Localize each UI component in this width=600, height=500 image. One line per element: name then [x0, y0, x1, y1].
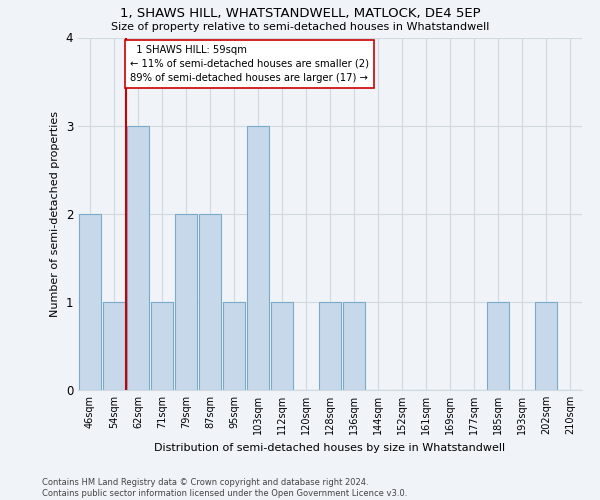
Bar	[487, 302, 509, 390]
Bar	[151, 302, 173, 390]
Text: Size of property relative to semi-detached houses in Whatstandwell: Size of property relative to semi-detach…	[111, 22, 489, 32]
Bar	[319, 302, 341, 390]
Bar	[175, 214, 197, 390]
Bar	[223, 302, 245, 390]
Bar	[127, 126, 149, 390]
Text: Contains HM Land Registry data © Crown copyright and database right 2024.
Contai: Contains HM Land Registry data © Crown c…	[42, 478, 407, 498]
Bar	[535, 302, 557, 390]
Y-axis label: Number of semi-detached properties: Number of semi-detached properties	[50, 111, 60, 317]
Bar	[271, 302, 293, 390]
Text: 1 SHAWS HILL: 59sqm
← 11% of semi-detached houses are smaller (2)
89% of semi-de: 1 SHAWS HILL: 59sqm ← 11% of semi-detach…	[130, 44, 368, 82]
Bar	[199, 214, 221, 390]
Text: 1, SHAWS HILL, WHATSTANDWELL, MATLOCK, DE4 5EP: 1, SHAWS HILL, WHATSTANDWELL, MATLOCK, D…	[119, 8, 481, 20]
Bar	[343, 302, 365, 390]
Bar	[247, 126, 269, 390]
Bar	[79, 214, 101, 390]
Bar	[103, 302, 125, 390]
X-axis label: Distribution of semi-detached houses by size in Whatstandwell: Distribution of semi-detached houses by …	[154, 442, 506, 452]
